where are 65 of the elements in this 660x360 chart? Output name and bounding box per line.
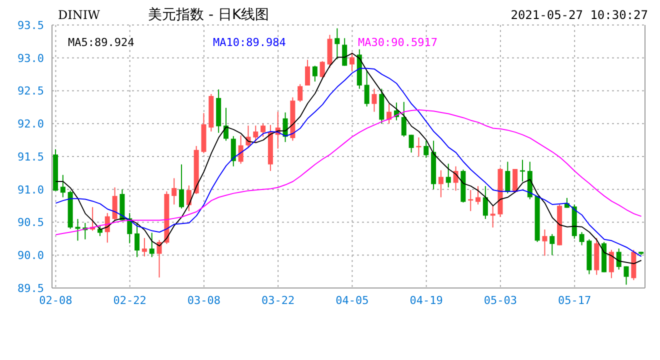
candlestick	[468, 190, 474, 212]
y-tick-label: 92.0	[18, 118, 44, 131]
line-series	[55, 109, 642, 236]
candlestick	[134, 222, 140, 258]
y-tick-label: 90.5	[18, 216, 44, 230]
x-tick-label: 02-22	[113, 294, 146, 307]
candlestick	[342, 38, 348, 66]
candlestick	[446, 163, 451, 188]
candlestick	[142, 238, 147, 257]
candlestick	[156, 240, 162, 278]
x-tick-label: 02-08	[39, 294, 72, 307]
candlestick	[320, 60, 325, 78]
candlestick	[179, 164, 184, 209]
candlestick	[372, 88, 377, 112]
candlestick	[230, 136, 236, 167]
candlestick	[298, 84, 303, 102]
text: DINIW	[58, 8, 100, 22]
candlestick	[476, 186, 481, 205]
candlestick	[60, 174, 66, 198]
candlestick	[97, 225, 102, 237]
candlestick	[438, 170, 444, 198]
candlestick	[542, 228, 548, 256]
y-tick-label: 90.0	[18, 249, 44, 262]
y-tick-label: 92.5	[18, 84, 44, 98]
candlestick	[550, 234, 555, 256]
x-tick-label: 05-03	[484, 294, 518, 307]
text: MA5:89.924	[68, 36, 136, 49]
candlestick	[172, 178, 177, 205]
x-tick-label: 03-22	[262, 294, 295, 307]
candlestick	[490, 205, 496, 228]
x-tick-label: 04-05	[336, 294, 369, 307]
candlestick	[350, 52, 354, 72]
candlestick	[364, 70, 370, 108]
candlestick	[401, 101, 406, 138]
text: MA10:89.984	[213, 36, 287, 49]
candlestick	[238, 134, 244, 164]
y-tick-label: 93.0	[18, 52, 44, 65]
chart-title: 美元指数 - 日K线图	[148, 6, 270, 24]
candlestick	[260, 123, 266, 138]
candlestick	[424, 140, 429, 158]
candlestick	[482, 186, 488, 220]
candlestick	[75, 218, 80, 242]
candlestick	[312, 65, 318, 82]
candlestick	[186, 184, 192, 212]
x-tick-label: 03-08	[187, 294, 221, 307]
candlestick	[253, 125, 258, 143]
candlestick	[408, 134, 414, 154]
candlestick	[624, 266, 629, 286]
candlestick	[608, 249, 614, 279]
text: 2021-05-27 10:30:27	[510, 8, 648, 22]
y-tick-label: 91.5	[18, 150, 44, 164]
candlestick	[616, 248, 622, 270]
candlestick	[334, 28, 340, 60]
candlestick	[416, 136, 422, 157]
x-tick-label: 05-17	[558, 294, 592, 307]
y-tick-label: 91.0	[18, 183, 44, 196]
candlestick	[149, 232, 154, 258]
y-tick-label: 93.5	[18, 18, 44, 32]
text: MA30:90.5917	[358, 36, 438, 49]
candlestick	[305, 59, 310, 86]
candlestick	[505, 161, 510, 194]
y-tick-label: 89.5	[18, 282, 44, 295]
candlestick	[112, 186, 118, 222]
x-tick-label: 04-19	[410, 294, 443, 307]
candlestick	[579, 232, 584, 246]
